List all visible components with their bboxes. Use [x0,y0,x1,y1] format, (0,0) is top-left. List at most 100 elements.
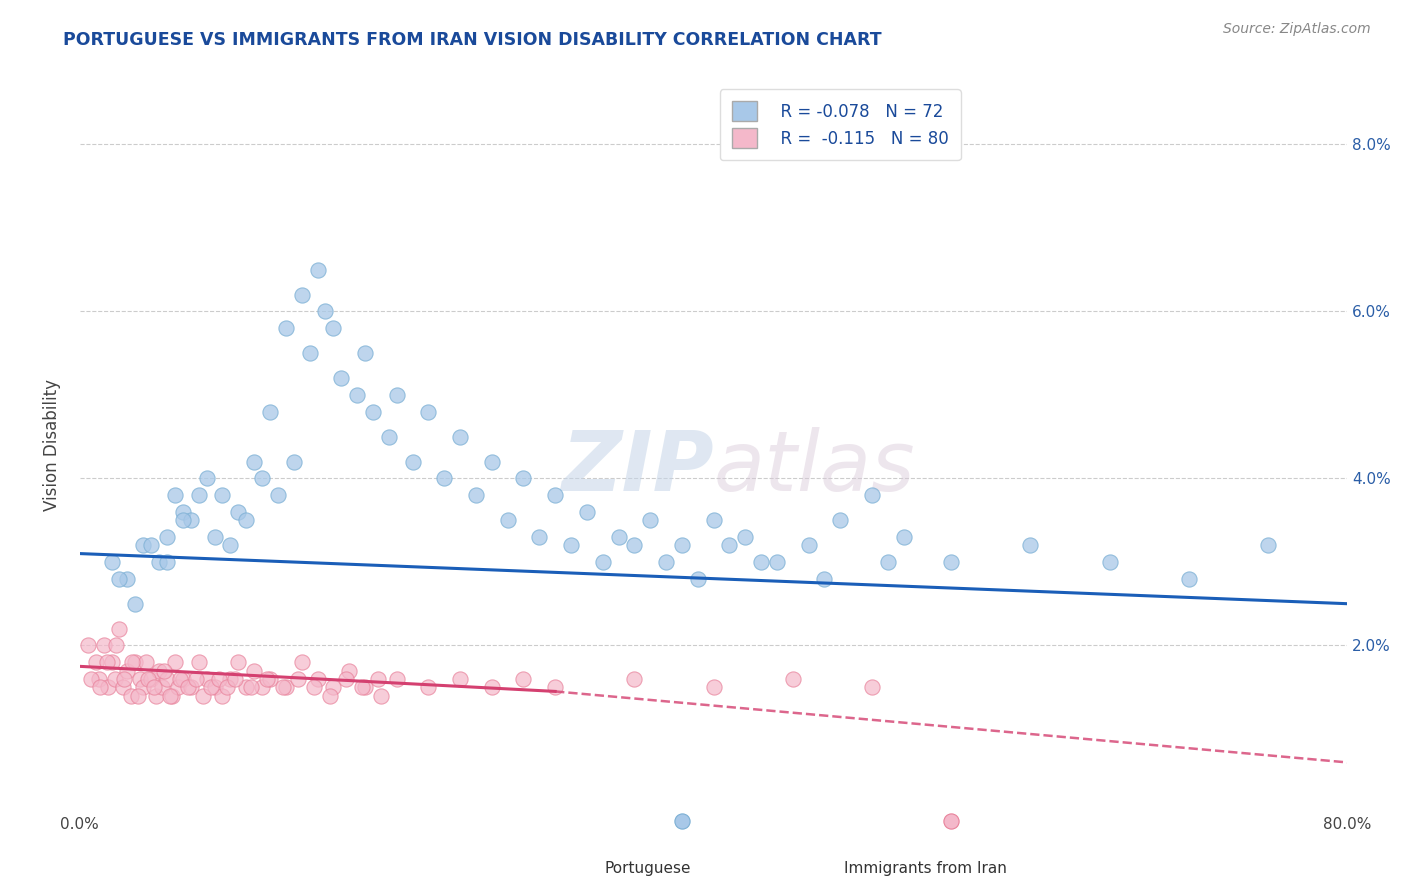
Point [314,304,336,318]
Point [141,672,163,686]
Point [145,689,167,703]
Point [830,513,852,527]
Point [418,404,440,418]
Point [156,555,179,569]
Point [1178,572,1201,586]
Point [354,680,377,694]
Point [304,680,326,694]
Legend:   R = -0.078   N = 72,   R =  -0.115   N = 80: R = -0.078 N = 72, R = -0.115 N = 80 [720,89,960,161]
Point [385,388,408,402]
Point [193,689,215,703]
Point [108,572,131,586]
Point [941,555,963,569]
Point [1019,538,1042,552]
Point [544,680,567,694]
Text: Immigrants from Iran: Immigrants from Iran [844,861,1007,876]
Point [1257,538,1279,552]
Point [350,680,373,694]
Point [163,488,186,502]
Point [607,530,630,544]
Point [298,346,321,360]
Point [135,655,157,669]
Point [153,664,176,678]
Point [1098,555,1121,569]
Point [319,689,342,703]
Point [243,455,266,469]
Point [449,672,471,686]
Point [623,672,645,686]
Point [307,262,329,277]
Point [172,513,194,527]
Point [143,680,166,694]
Point [464,488,486,502]
Point [575,505,598,519]
Point [370,689,392,703]
Point [718,538,741,552]
Point [80,672,103,686]
Point [433,471,456,485]
Point [239,680,262,694]
Point [200,680,222,694]
Point [283,455,305,469]
Point [97,680,120,694]
Point [224,672,246,686]
Point [121,655,143,669]
Point [797,538,820,552]
Point [671,538,693,552]
Point [184,672,207,686]
Point [529,530,551,544]
Point [127,689,149,703]
Point [141,538,163,552]
Point [876,555,898,569]
Point [560,538,582,552]
Point [100,555,122,569]
Point [219,538,242,552]
Point [211,689,233,703]
Text: atlas: atlas [714,426,915,508]
Point [167,680,190,694]
Point [93,639,115,653]
Point [100,655,122,669]
Point [148,555,170,569]
Point [481,680,503,694]
Point [291,655,314,669]
Point [766,555,789,569]
Point [204,530,226,544]
Point [172,672,194,686]
Point [211,488,233,502]
Point [176,680,198,694]
Point [195,471,218,485]
Point [512,471,534,485]
Point [813,572,835,586]
Point [169,672,191,686]
Point [219,672,242,686]
Point [259,672,281,686]
Point [204,680,226,694]
Point [226,505,249,519]
Point [129,672,152,686]
Point [330,371,353,385]
Point [132,538,155,552]
Point [156,530,179,544]
Point [104,672,127,686]
Text: ZIP: ZIP [561,426,714,508]
Point [287,672,309,686]
Point [89,680,111,694]
Point [180,513,202,527]
Point [734,530,756,544]
Y-axis label: Vision Disability: Vision Disability [44,379,60,511]
Point [322,321,344,335]
Point [250,680,273,694]
Point [378,430,401,444]
Point [217,680,239,694]
Point [159,689,181,703]
Point [256,672,278,686]
Point [335,672,357,686]
Point [385,672,408,686]
Text: Source: ZipAtlas.com: Source: ZipAtlas.com [1223,22,1371,37]
Point [187,655,209,669]
Point [449,430,471,444]
Point [87,672,110,686]
Point [782,672,804,686]
Point [120,689,142,703]
